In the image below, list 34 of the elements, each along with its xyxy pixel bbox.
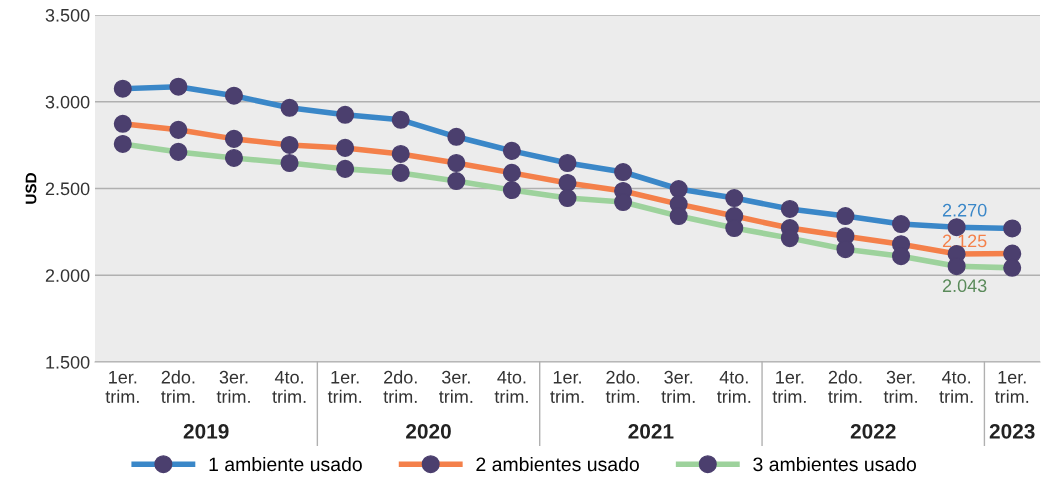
x-tick-label: 4to. trim. (939, 371, 973, 404)
data-label: 2.270 (942, 203, 987, 217)
x-tick-label: 3er. trim. (883, 370, 917, 404)
x-tick-label: 2do. trim. (383, 370, 417, 404)
x-tick-label: 3er. trim. (439, 370, 473, 404)
y-axis-title: USD (25, 173, 37, 204)
legend-label: 2 ambientes usado (476, 456, 639, 472)
y-tick-label: 2.500 (45, 182, 90, 196)
x-tick-label: 2do. trim. (828, 370, 862, 404)
legend-label: 3 ambientes usado (753, 456, 916, 472)
text: 2021 (628, 423, 674, 439)
x-tick-label: 1er. trim. (327, 371, 362, 404)
y-tick-label: 2.000 (45, 269, 90, 282)
text: 2019 (183, 423, 229, 439)
x-tick-label: 1er. trim. (994, 371, 1029, 404)
data-label: 2.125 (942, 234, 987, 248)
x-tick-label: 4to. trim. (272, 371, 306, 404)
text: 2023 (989, 423, 1035, 439)
x-tick-label: 2do. trim. (161, 370, 195, 404)
x-tick-label: 2do. trim. (605, 370, 640, 404)
y-tick-label: 3.000 (45, 95, 90, 109)
x-tick-label: 1er. trim. (550, 371, 584, 404)
data-label: 2.043 (942, 279, 987, 293)
x-tick-label: 4to. trim. (494, 371, 528, 404)
y-tick-label: 3.500 (45, 8, 90, 22)
x-tick-label: 3er. trim. (216, 370, 250, 404)
x-tick-label: 1er. trim. (105, 371, 139, 404)
x-tick-label: 3er. trim. (661, 370, 695, 404)
y-tick-label: 1.500 (46, 355, 90, 369)
x-tick-label: 1er. trim. (772, 371, 806, 404)
text: 2020 (406, 423, 451, 439)
x-tick-label: 4to. trim. (716, 371, 751, 404)
text: 2022 (850, 423, 896, 439)
legend-label: 1 ambiente usado (209, 456, 362, 472)
